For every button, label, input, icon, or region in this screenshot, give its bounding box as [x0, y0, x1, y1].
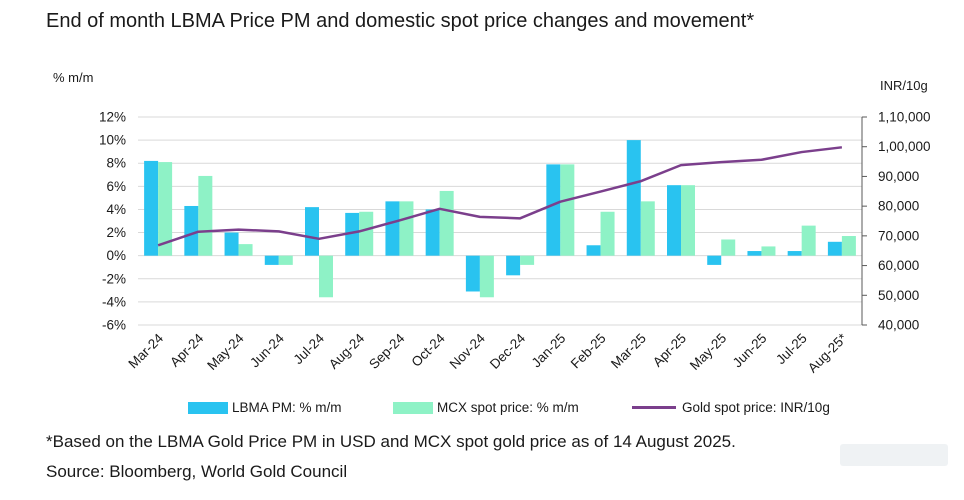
- bar-lbma: [465, 255, 480, 292]
- x-tick-label: Mar-25: [608, 331, 649, 372]
- y-tick-label: 10%: [99, 133, 126, 148]
- bar-lbma: [425, 209, 440, 256]
- y2-tick-label: 40,000: [878, 318, 919, 333]
- bar-lbma: [546, 164, 561, 256]
- bar-mcx: [278, 255, 293, 265]
- y-tick-label: 6%: [106, 179, 126, 194]
- bar-lbma: [586, 245, 601, 256]
- bar-mcx: [721, 239, 736, 256]
- bar-lbma: [184, 205, 199, 256]
- bar-mcx: [479, 255, 494, 298]
- bar-lbma: [747, 251, 762, 256]
- x-tick-label: Apr-24: [167, 330, 207, 370]
- y-tick-label: 0%: [106, 248, 126, 263]
- x-tick-label: Feb-25: [568, 331, 609, 372]
- line-gold-spot: [157, 146, 843, 247]
- y-tick-label: 4%: [106, 202, 126, 217]
- chart-plot: 12% 10% 8% 6% 4% 2% 0% -2% -4% -6% 1,10,000 1,00,00…: [99, 110, 931, 376]
- legend-swatch-mcx: [393, 401, 433, 414]
- bar-lbma: [626, 140, 641, 256]
- bar-lbma: [345, 212, 360, 256]
- x-tick-label: Jan-25: [529, 331, 569, 371]
- x-tick-label: Jun-24: [247, 330, 287, 370]
- y2-tick-label: 70,000: [878, 228, 919, 243]
- x-tick-label: Jul-24: [291, 330, 328, 367]
- x-tick-label: Jul-25: [773, 331, 810, 368]
- x-tick-label: Oct-24: [409, 330, 449, 370]
- bar-lbma: [506, 255, 521, 276]
- bar-lbma: [667, 185, 681, 256]
- y2-tick-label: 90,000: [878, 169, 919, 184]
- bar-lbma: [707, 255, 722, 265]
- y-tick-label: 2%: [106, 225, 126, 240]
- legend-swatch-gold: [632, 406, 676, 409]
- bar-mcx: [640, 201, 655, 256]
- bar-lbma: [305, 207, 319, 256]
- x-tick-label: Dec-24: [487, 330, 529, 372]
- bar-lbma: [224, 232, 239, 256]
- legend-label-mcx: MCX spot price: % m/m: [437, 400, 579, 415]
- y2-tick-label: 1,10,000: [878, 110, 931, 125]
- y-axis-label-left: % m/m: [53, 70, 94, 85]
- source-note: Source: Bloomberg, World Gold Council: [46, 462, 348, 481]
- legend-label-lbma: LBMA PM: % m/m: [232, 400, 342, 415]
- legend-item-gold: Gold spot price: INR/10g: [632, 400, 830, 415]
- bar-mcx: [198, 175, 213, 256]
- bar-mcx: [238, 244, 253, 256]
- footnote: *Based on the LBMA Gold Price PM in USD …: [46, 432, 736, 451]
- y-tick-label: -2%: [102, 271, 126, 286]
- bar-lbma: [144, 160, 159, 256]
- y2-tick-label: 80,000: [878, 199, 919, 214]
- x-tick-label: Mar-24: [125, 330, 166, 371]
- x-tick-label: Sep-24: [366, 330, 408, 372]
- x-tick-label: May-24: [204, 330, 247, 373]
- bar-mcx: [681, 185, 695, 256]
- chart-legend: LBMA PM: % m/m MCX spot price: % m/m Gol…: [0, 400, 964, 422]
- y2-tick-label: 50,000: [878, 288, 919, 303]
- x-tick-label: Aug-25*: [805, 330, 851, 376]
- bar-mcx: [158, 162, 173, 256]
- bar-mcx: [600, 211, 615, 256]
- x-tick-label: Nov-24: [447, 330, 489, 372]
- bar-mcx: [560, 164, 575, 256]
- bar-mcx: [319, 255, 333, 298]
- bar-mcx: [761, 246, 776, 256]
- bar-mcx: [841, 236, 856, 256]
- x-tick-label: Jun-25: [730, 331, 770, 371]
- bar-lbma: [385, 201, 400, 256]
- y-tick-label: 8%: [106, 156, 126, 171]
- y2-tick-label: 1,00,000: [878, 139, 931, 154]
- watermark-logo: [840, 444, 948, 466]
- bar-mcx: [399, 201, 414, 256]
- bar-mcx: [520, 255, 535, 265]
- y2-tick-label: 60,000: [878, 258, 919, 273]
- chart-title: End of month LBMA Price PM and domestic …: [46, 10, 755, 32]
- bar-lbma: [787, 251, 802, 256]
- legend-item-lbma: LBMA PM: % m/m: [188, 400, 342, 415]
- bar-lbma: [827, 241, 842, 256]
- y-tick-label: -4%: [102, 294, 126, 309]
- x-tick-label: May-25: [687, 331, 729, 373]
- y-axis-label-right: INR/10g: [880, 78, 928, 93]
- x-tick-label: Apr-25: [650, 331, 689, 370]
- legend-item-mcx: MCX spot price: % m/m: [393, 400, 579, 415]
- x-tick-label: Aug-24: [326, 330, 368, 372]
- bar-mcx: [801, 225, 816, 256]
- legend-swatch-lbma: [188, 401, 228, 414]
- bar-mcx: [359, 211, 374, 256]
- y-tick-label: -6%: [102, 318, 126, 333]
- y-tick-label: 12%: [99, 110, 126, 125]
- legend-label-gold: Gold spot price: INR/10g: [682, 400, 830, 415]
- bar-mcx: [439, 190, 454, 256]
- bar-lbma: [264, 255, 279, 265]
